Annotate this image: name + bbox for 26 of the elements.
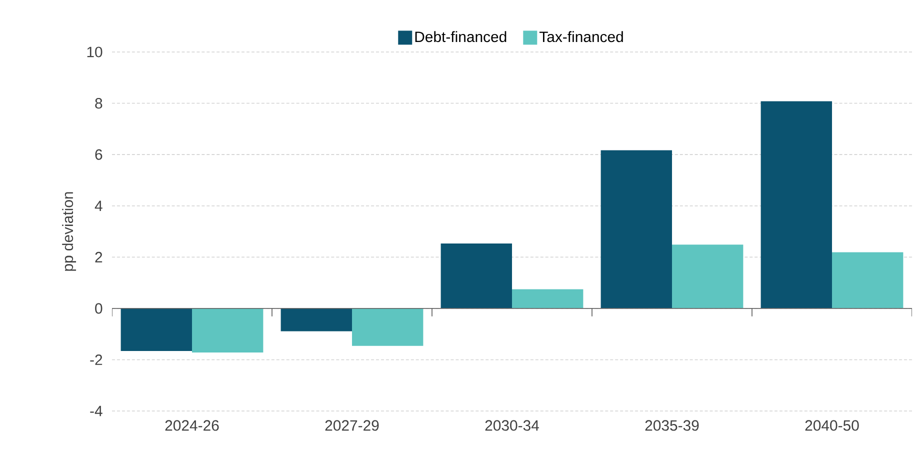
y-tick-label: 6 xyxy=(95,149,102,160)
y-tick-label: 10 xyxy=(87,46,102,58)
legend-label: Tax-financed xyxy=(539,31,623,42)
bar xyxy=(120,308,192,351)
bar xyxy=(512,289,584,308)
y-tick-label: -4 xyxy=(90,406,102,416)
y-axis-title: pp deviation xyxy=(62,192,76,271)
bar xyxy=(760,101,832,308)
bar xyxy=(600,150,672,308)
x-tick-label: 2030-34 xyxy=(485,420,539,431)
x-tick-label: 2035-39 xyxy=(645,420,699,431)
bar xyxy=(280,308,352,332)
y-tick-label: 8 xyxy=(95,98,102,109)
bar xyxy=(192,308,264,353)
x-tick-label: 2027-29 xyxy=(325,420,379,431)
bar xyxy=(672,244,744,308)
x-tick-label: 2024-26 xyxy=(165,420,219,431)
legend-label: Debt-financed xyxy=(415,31,506,42)
x-tick-label: 2040-50 xyxy=(805,420,859,431)
bar xyxy=(440,244,512,308)
y-tick-label: 0 xyxy=(95,303,102,314)
y-tick-label: 4 xyxy=(94,200,102,211)
y-tick-label: -2 xyxy=(90,354,102,365)
bar xyxy=(832,252,904,308)
y-tick-label: 2 xyxy=(95,252,102,262)
bar xyxy=(352,308,424,346)
